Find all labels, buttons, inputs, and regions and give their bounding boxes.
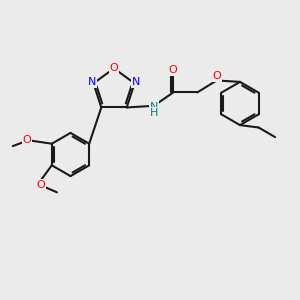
Text: N: N [149, 102, 158, 112]
Text: O: O [169, 65, 178, 75]
Text: O: O [110, 63, 118, 73]
Text: O: O [212, 71, 221, 81]
Text: N: N [132, 77, 140, 87]
Text: N: N [88, 77, 96, 87]
Text: H: H [149, 108, 158, 118]
Text: O: O [23, 135, 32, 145]
Text: O: O [36, 180, 45, 190]
